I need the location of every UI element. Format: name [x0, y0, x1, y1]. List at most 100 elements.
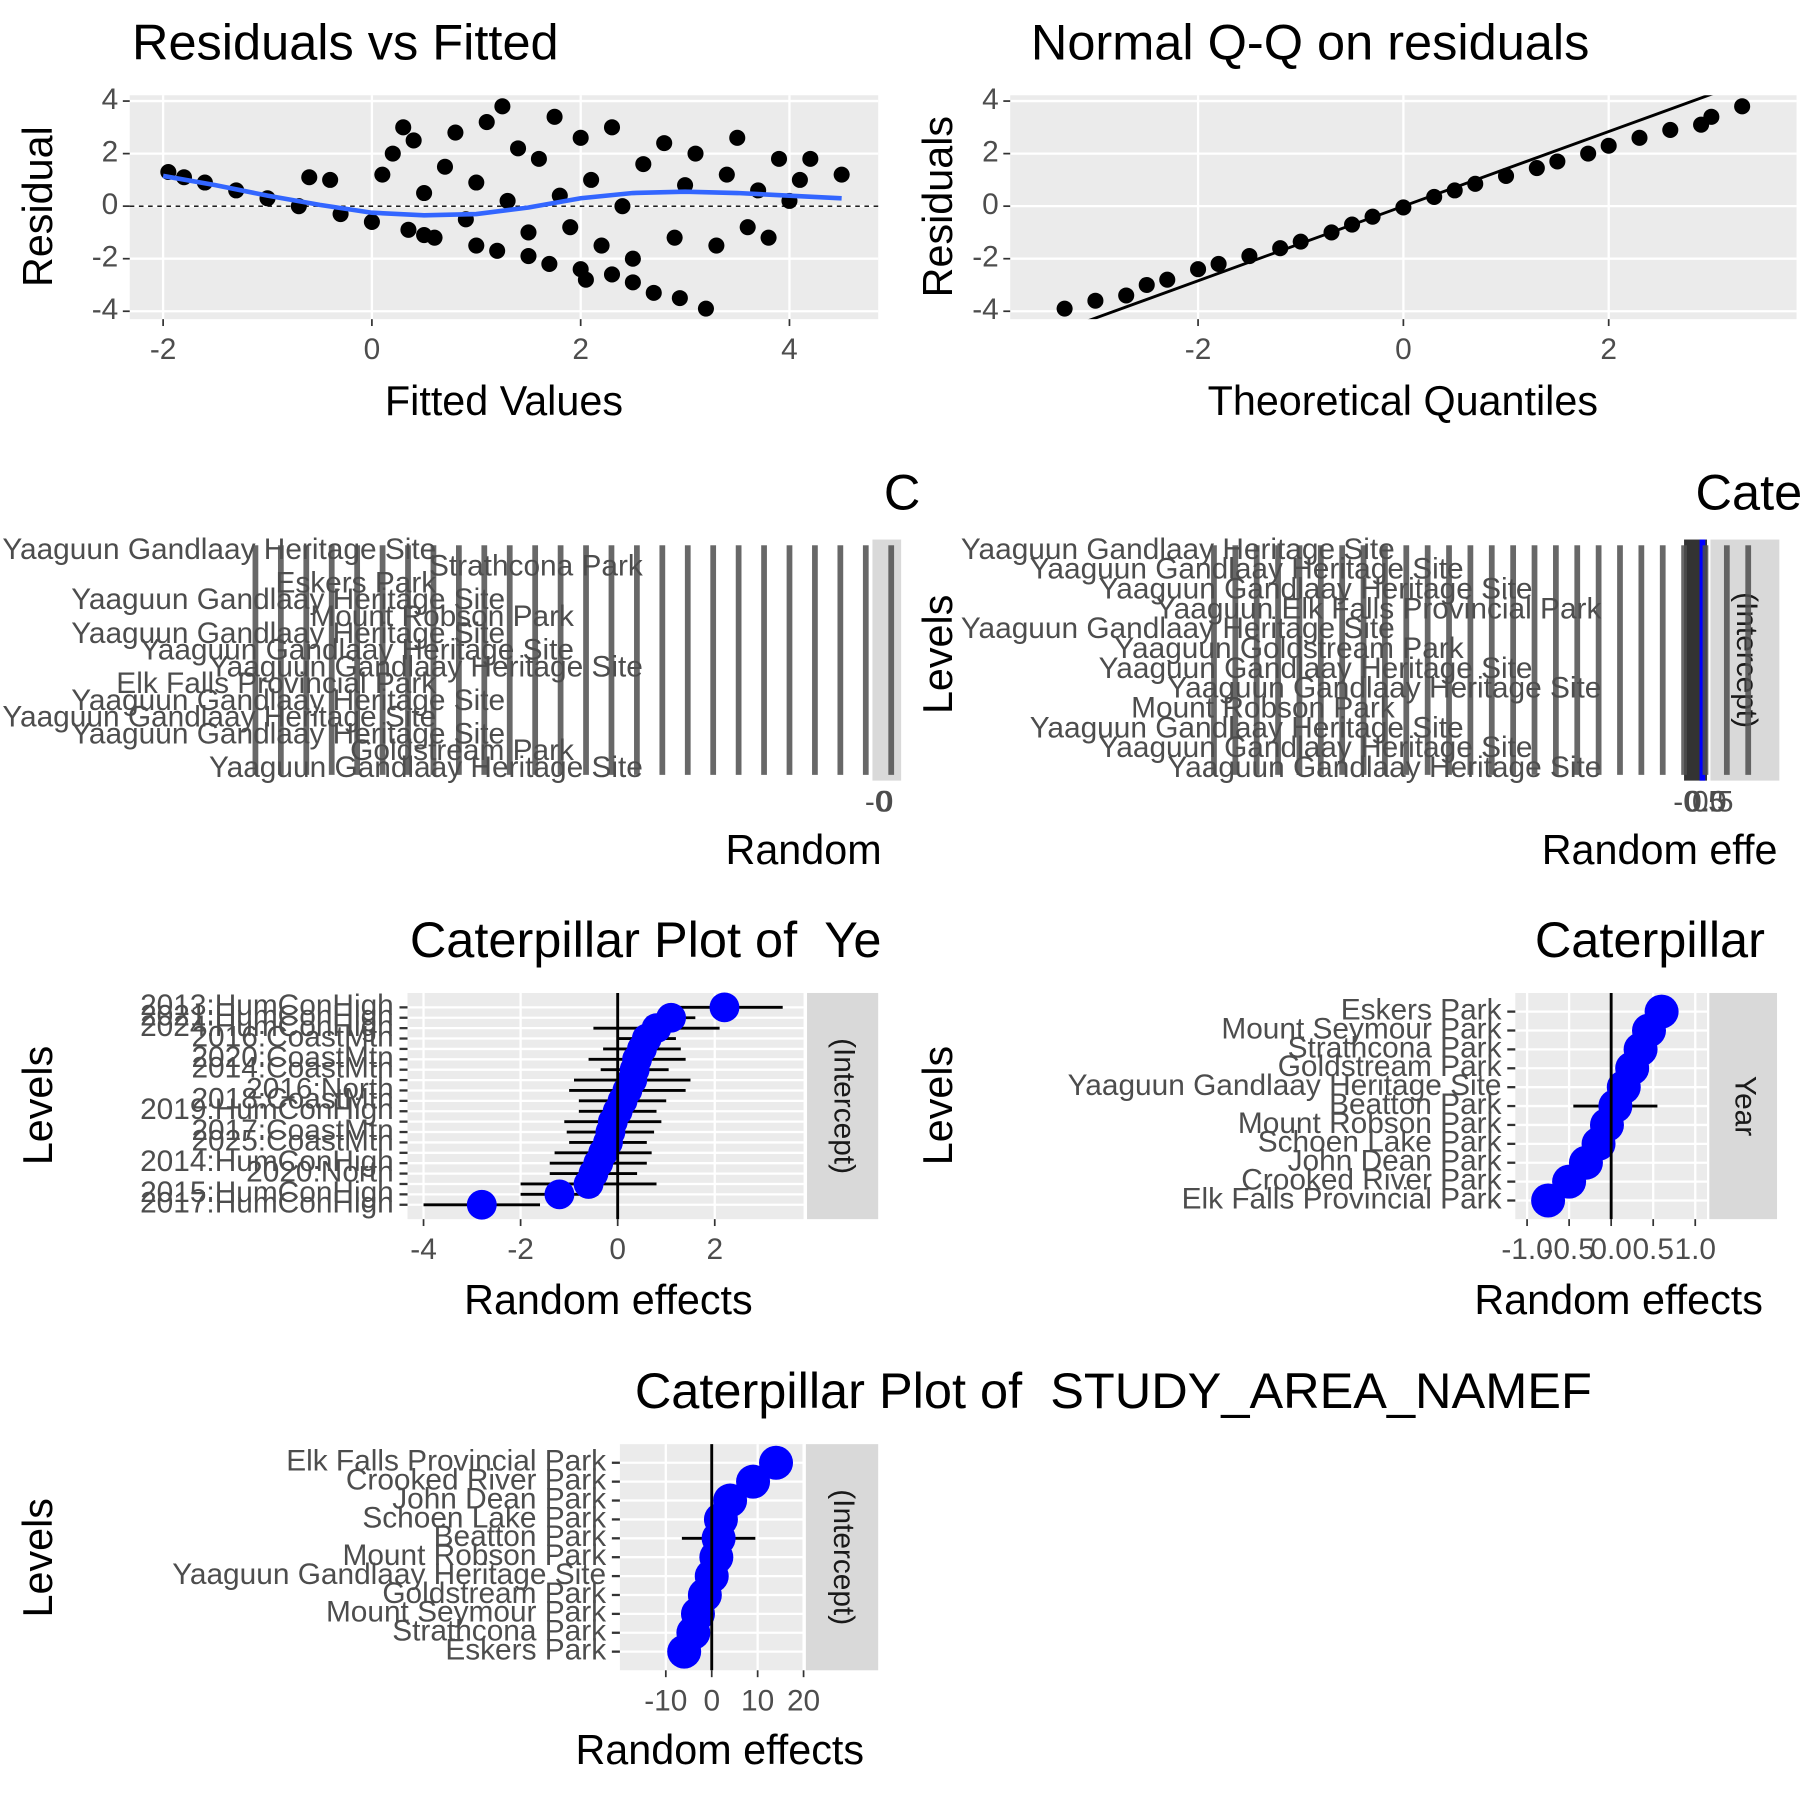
point	[1631, 129, 1648, 146]
y-tick-label: 2021:HumConHigh	[140, 1000, 394, 1033]
overplot-bar	[1659, 545, 1666, 775]
point	[466, 1189, 497, 1220]
overplot-bar	[684, 545, 691, 775]
point	[708, 237, 725, 254]
y-tick-label: 2025:CoastMtn	[191, 1124, 393, 1157]
y-tick-label: Eskers Park	[445, 1634, 606, 1667]
overplot-bar	[608, 545, 615, 775]
point	[562, 219, 579, 236]
y-tick-label: 4	[102, 83, 119, 116]
x-tick-label: 0	[364, 333, 381, 366]
point	[1703, 108, 1720, 125]
x-tick-label: 0	[609, 1233, 626, 1266]
overplot-bar	[812, 545, 818, 775]
point	[1528, 160, 1545, 177]
y-tick-label: Yaaguun Gandlaay Heritage Site	[961, 533, 1395, 566]
point	[384, 145, 401, 162]
point	[645, 284, 662, 301]
y-tick-label: John Dean Park	[392, 1482, 606, 1515]
x-tick-label: 0.0	[1685, 785, 1726, 818]
point	[1190, 261, 1207, 278]
point	[577, 271, 594, 288]
point	[363, 213, 380, 230]
point	[520, 224, 537, 241]
point	[468, 237, 485, 254]
y-tick-label: Yaaguun Gandlaay Heritage Site	[2, 533, 436, 566]
point	[770, 150, 788, 167]
y-tick-label: 4	[982, 83, 999, 116]
y-tick-label: Strathcona Park	[392, 1615, 606, 1648]
x-tick-label: 10	[741, 1684, 774, 1717]
y-tick-label: Mount Seymour Park	[326, 1596, 606, 1629]
y-axis-label: Residuals	[915, 116, 961, 297]
y-tick-label: 2020:North	[246, 1155, 394, 1188]
reference-line	[1088, 95, 1713, 320]
overplot-bar	[506, 545, 513, 775]
point	[603, 119, 621, 136]
y-tick-label: Yaaguun Gandlaay Heritage Site	[71, 684, 505, 717]
y-tick-label: 2017:CoastMtn	[191, 1114, 393, 1147]
y-tick-label: Crooked River Park	[346, 1464, 606, 1497]
overplot-bar	[1702, 545, 1709, 775]
point	[791, 171, 808, 188]
y-tick-label: 2014:CoastMtn	[191, 1052, 393, 1085]
y-tick-label: Mount Robson Park	[310, 600, 574, 633]
point	[677, 177, 694, 194]
point	[1118, 287, 1135, 304]
point	[656, 135, 673, 152]
point	[687, 145, 704, 162]
y-tick-label: Yaaguun Gandlaay Heritage Site	[961, 612, 1395, 645]
y-tick-label: 2017:HumConHigh	[140, 1187, 394, 1220]
point	[1662, 121, 1679, 138]
y-tick-label: Yaaguun Gandlaay Heritage Site	[71, 583, 505, 616]
overplot-bar	[405, 545, 411, 775]
overplot-bar	[1723, 545, 1730, 775]
facet-label: Year	[1728, 1076, 1761, 1136]
y-tick-label: Schoen Lake Park	[362, 1501, 606, 1534]
x-tick-label: 4	[781, 333, 798, 366]
point	[1549, 153, 1566, 170]
overplot-bar	[1275, 545, 1281, 775]
overplot-bar	[1382, 545, 1388, 775]
x-tick-label: -1.0	[1501, 1233, 1552, 1266]
y-tick-label: Mount Robson Park	[1131, 692, 1395, 725]
y-axis-label: Levels	[15, 1498, 61, 1617]
point	[1159, 271, 1176, 288]
y-tick-label: Yaaguun Gandlaay Heritage Site	[1167, 751, 1601, 784]
overplot-bar	[1424, 545, 1431, 775]
point	[395, 119, 412, 136]
point	[478, 114, 495, 131]
overplot-bar	[1360, 545, 1367, 775]
y-tick-label: Mount Seymour Park	[1221, 1012, 1501, 1045]
point	[510, 140, 527, 157]
x-tick-label: -0.5	[1543, 1233, 1594, 1266]
point	[603, 266, 621, 283]
point	[573, 1169, 604, 1199]
point	[416, 184, 433, 202]
y-tick-label: Yaaguun Gandlaay Heritage Site	[1030, 553, 1464, 586]
point	[322, 171, 339, 188]
overplot-bar	[456, 545, 462, 775]
point	[635, 156, 652, 173]
x-tick-label: -0	[865, 785, 892, 818]
y-tick-label: Schoen Lake Park	[1258, 1126, 1502, 1159]
overplot-bar	[761, 545, 767, 775]
x-tick-label: 0	[1395, 333, 1412, 366]
y-tick-label: Yaaguun Gandlaay Heritage Site	[209, 751, 643, 784]
point	[1498, 167, 1515, 184]
y-axis-label: Levels	[915, 595, 961, 714]
point	[593, 237, 610, 254]
point	[301, 169, 318, 186]
point	[739, 219, 756, 236]
chart-title: Caterpillar	[1535, 911, 1765, 968]
chart-title: Cate	[1696, 463, 1800, 520]
chart-title: Caterpillar Plot of Ye	[410, 911, 882, 968]
y-tick-label: Yaaguun Gandlaay Heritage Site	[1068, 1069, 1502, 1102]
chart-title: Caterpillar Plot of STUDY_AREA_NAMEF	[635, 1362, 1592, 1419]
chart-title: Normal Q-Q on residuals	[1031, 13, 1589, 70]
point	[489, 242, 506, 259]
overplot-bar	[1638, 545, 1645, 775]
point	[494, 98, 511, 115]
y-tick-label: Elk Falls Provincial Park	[286, 1445, 606, 1478]
y-tick-label: 2019:HumConHigh	[140, 1093, 394, 1126]
